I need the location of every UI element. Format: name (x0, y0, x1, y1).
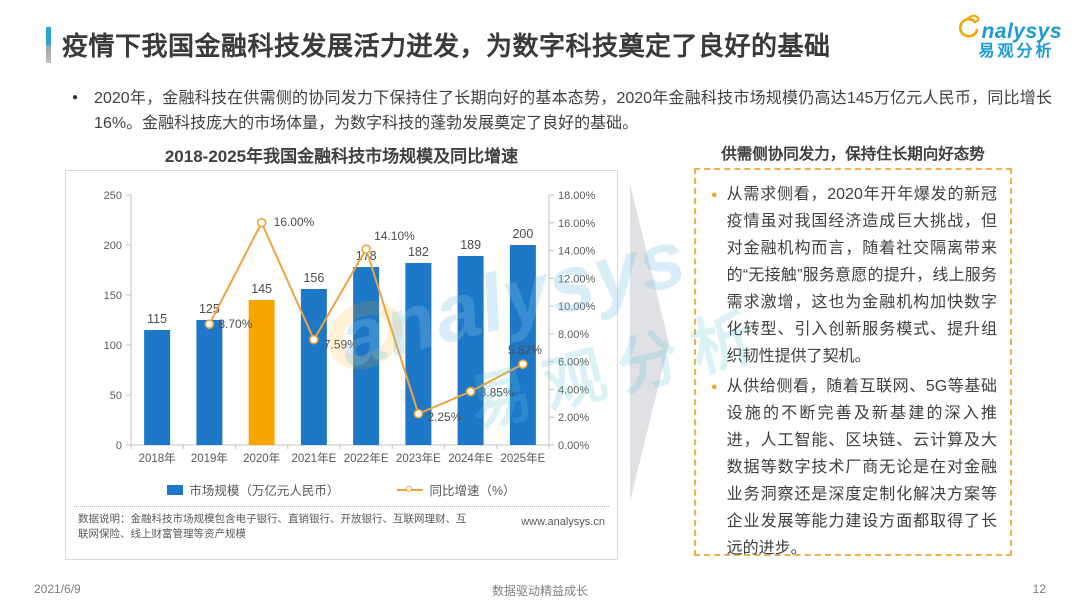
bar-2022年E (353, 267, 380, 445)
line-value-label: 14.10% (374, 229, 415, 243)
chart-panel: 0 50 100 150 200 250 0.00% 2.00% 4.00% 6.00% 8.00%… (65, 170, 618, 560)
data-note: 数据说明：金融科技市场规模包含电子银行、直销银行、开放银行、互联网理财、互联网保… (78, 513, 467, 540)
header: 疫情下我国金融科技发展活力迸发，为数字科技奠定了良好的基础 (46, 26, 831, 63)
left-axis-tick: 0 (116, 440, 122, 452)
line-value-label: 16.00% (274, 215, 315, 229)
bar-series-swatch (167, 484, 184, 495)
bar-2020年 (248, 300, 275, 445)
bar-2021年E (300, 289, 327, 445)
bar-value-label: 182 (408, 245, 429, 259)
right-axis-tick: 4.00% (558, 384, 589, 396)
right-axis-tick: 12.00% (558, 273, 596, 285)
line-marker (256, 217, 267, 228)
chart-legend: 市场规模（万亿元人民币） 同比增速（%） (66, 480, 617, 499)
right-axis-tick: 0.00% (558, 440, 589, 452)
bullet-dot-icon: ● (711, 381, 718, 393)
insight-text: 从供给侧看，随着互联网、5G等基础设施的不断完善及新基建的深入推进，人工智能、区… (726, 378, 997, 557)
right-axis-tick: 6.00% (558, 357, 589, 369)
legend-item-market-size: 市场规模（万亿元人民币） (167, 480, 339, 499)
chart-footnote-row: 数据说明：金融科技市场规模包含电子银行、直销银行、开放银行、互联网理财、互联网保… (74, 506, 609, 542)
line-value-label: 2.25% (427, 410, 461, 424)
source-url: www.analysys.cn (521, 516, 605, 528)
bar-value-label: 115 (147, 312, 167, 326)
insight-bullet-supply: ● 从供给侧看，随着互联网、5G等基础设施的不断完善及新基建的深入推进，人工智能… (707, 373, 997, 562)
logo-text-cn: 易观分析 (978, 43, 1055, 60)
x-axis-label: 2023年E (396, 451, 441, 465)
bar-2025年E (509, 245, 536, 445)
x-axis-label: 2020年 (243, 451, 280, 465)
line-marker (518, 359, 528, 369)
insight-panel-title: 供需侧协同发力，保持住长期向好态势 (721, 146, 985, 163)
chart-title: 2018-2025年我国金融科技市场规模及同比增速 (164, 147, 519, 166)
insight-text: 从需求侧看，2020年开年爆发的新冠疫情虽对我国经济造成巨大挑战，但对金融机构而… (726, 186, 997, 365)
x-axis-label: 2025年E (500, 451, 545, 465)
bar-value-label: 145 (251, 282, 272, 296)
slide-footer: 2021/6/9 数据驱动精益成长 12 (0, 582, 1080, 598)
transition-arrow-icon (630, 184, 669, 502)
left-axis-tick: 250 (104, 190, 122, 202)
bar-value-label: 156 (303, 271, 324, 285)
x-axis-label: 2019年 (191, 451, 228, 465)
logo-wordmark: nalysys (954, 14, 1062, 42)
line-value-label: 3.85% (480, 386, 514, 400)
right-axis-tick: 2.00% (558, 412, 589, 424)
logo-swirl-icon (954, 14, 981, 42)
line-value-label: 7.59% (324, 338, 358, 352)
intro-paragraph: ● 2020年，金融科技在供需侧的协同发力下保持住了长期向好的基本态势，2020… (72, 86, 1052, 136)
bar-value-label: 189 (460, 238, 481, 252)
right-axis-tick: 16.00% (558, 218, 596, 230)
market-size-combo-chart: 0 50 100 150 200 250 0.00% 2.00% 4.00% 6.00% 8.00%… (104, 190, 596, 465)
bar-2019年 (196, 320, 223, 445)
bullet-dot-icon: ● (711, 189, 718, 201)
insight-bullet-demand: ● 从需求侧看，2020年开年爆发的新冠疫情虽对我国经济造成巨大挑战，但对金融机… (707, 181, 997, 370)
footer-slogan: 数据驱动精益成长 (491, 584, 588, 598)
line-marker (309, 334, 319, 345)
legend-label: 市场规模（万亿元人民币） (189, 484, 340, 498)
analysys-logo: nalysys 易观分析 (954, 14, 1062, 60)
bar-2018年 (144, 330, 171, 445)
page-number: 12 (1032, 582, 1046, 596)
x-axis-label: 2022年E (344, 451, 389, 465)
right-axis-tick: 14.00% (558, 246, 596, 258)
x-axis-label: 2018年 (139, 451, 176, 465)
x-axis-label: 2024年E (448, 451, 493, 465)
legend-label: 同比增速（%） (429, 484, 516, 498)
left-axis-tick: 100 (104, 340, 122, 352)
insight-panel: ● 从需求侧看，2020年开年爆发的新冠疫情虽对我国经济造成巨大挑战，但对金融机… (694, 168, 1012, 557)
line-value-label: 5.82% (508, 343, 542, 357)
right-axis-tick: 8.00% (558, 329, 589, 341)
left-axis-tick: 50 (110, 390, 122, 402)
x-axis-label: 2021年E (291, 451, 336, 465)
line-marker (204, 319, 215, 329)
bar-value-label: 200 (512, 227, 533, 241)
line-series-swatch (397, 485, 424, 492)
line-marker (361, 244, 371, 254)
left-axis-tick: 200 (104, 240, 122, 252)
bullet-dot-icon: ● (72, 92, 79, 103)
intro-text: 2020年，金融科技在供需侧的协同发力下保持住了长期向好的基本态势，2020年金… (94, 90, 1052, 132)
line-value-label: 8.70% (218, 317, 252, 331)
line-marker (413, 408, 424, 419)
footer-date: 2021/6/9 (34, 582, 81, 596)
logo-text-en: nalysys (981, 20, 1062, 43)
title-accent-bar (46, 26, 51, 63)
right-axis-tick: 18.00% (558, 190, 596, 202)
legend-item-growth-rate: 同比增速（%） (397, 480, 516, 499)
left-axis-tick: 150 (104, 290, 122, 302)
line-marker (465, 386, 476, 397)
bar-2024年E (457, 256, 484, 445)
right-axis-tick: 10.00% (558, 301, 596, 313)
page-title: 疫情下我国金融科技发展活力迸发，为数字科技奠定了良好的基础 (62, 31, 831, 61)
